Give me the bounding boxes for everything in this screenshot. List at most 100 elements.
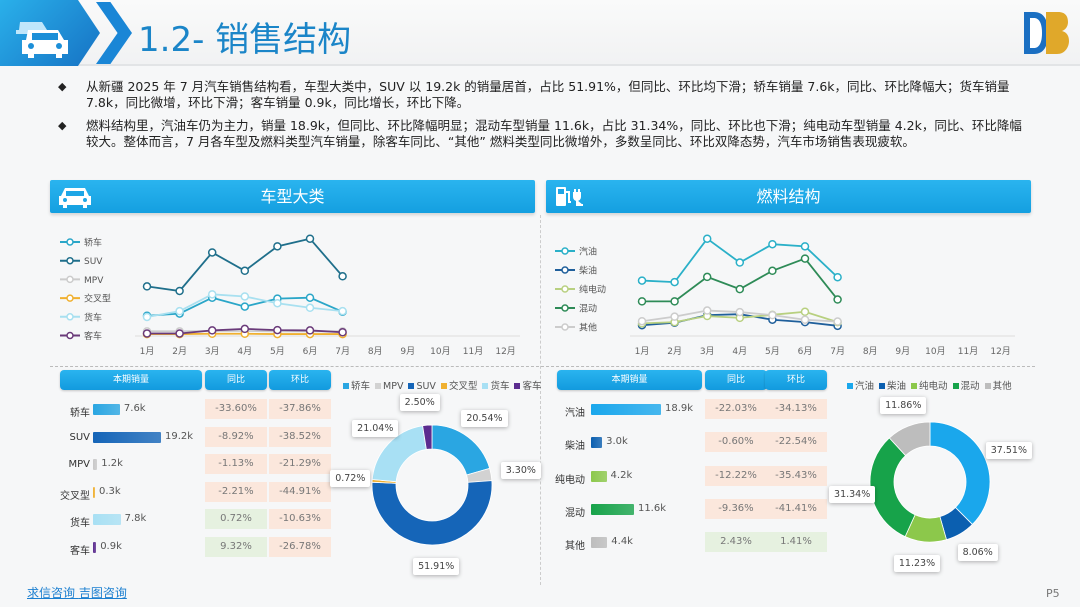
- data-point: [800, 315, 810, 324]
- legend-label: 纯电动: [919, 381, 948, 392]
- data-point: [768, 310, 777, 320]
- value-bar: [93, 459, 98, 470]
- page-number: P5: [1046, 587, 1060, 600]
- donut-data-label: 37.51%: [985, 441, 1032, 459]
- data-point: [273, 325, 282, 335]
- table-row: SUV 19.2k -8.92% -38.52%: [50, 426, 331, 453]
- panel-header-vehicle-type: 车型大类: [50, 180, 535, 213]
- data-point: [800, 242, 810, 251]
- legend-label: MPV: [84, 276, 104, 286]
- table-row: MPV 1.2k -1.13% -21.29%: [50, 454, 331, 480]
- mom-cell: -10.63%: [269, 509, 331, 529]
- data-point: [207, 248, 217, 257]
- legend-swatch: [514, 383, 521, 389]
- table-header: 同比: [705, 370, 767, 390]
- legend-swatch: [482, 383, 489, 389]
- vehicle-type-line-chart: 1月 2月 3月 4月 5月 6月 7月 8月 9月 10月 11月 12月 轿车 SUV MPV 交叉型货车…: [60, 234, 520, 357]
- table-header: 环比: [765, 370, 827, 390]
- yoy-cell: -1.13%: [205, 454, 267, 474]
- legend-label: 纯电动: [579, 284, 606, 296]
- legend-marker: [66, 331, 74, 340]
- mom-cell: -21.29%: [269, 454, 331, 474]
- table-row: 柴油 3.0k -0.60% -22.54%: [545, 432, 827, 458]
- footer-link[interactable]: 吉图咨询: [78, 586, 127, 600]
- legend-label: 其他: [992, 381, 1012, 392]
- header-banner: [0, 0, 100, 66]
- x-tick-label: 1月: [140, 346, 155, 357]
- legend-marker: [561, 304, 569, 312]
- legend-swatch: [847, 383, 853, 389]
- table-header: 本期销量: [60, 370, 202, 390]
- yoy-cell: 9.32%: [205, 536, 267, 557]
- table-header: 环比: [269, 370, 331, 390]
- legend-marker: [561, 285, 569, 293]
- value-bar: [93, 541, 97, 553]
- table-row: 汽油 18.9k -22.03% -34.13%: [545, 399, 827, 425]
- data-point: [768, 239, 777, 249]
- data-point: [207, 290, 217, 299]
- value-label: 4.4k: [611, 536, 633, 548]
- donut-slice: [371, 479, 397, 484]
- mom-cell: -35.43%: [765, 465, 827, 486]
- bullet-vehicle-type: 从新疆 2025 年 7 月汽车销售结构看，车型大类中，SUV 以 19.2k …: [58, 79, 1033, 111]
- mom-cell: -38.52%: [269, 426, 331, 447]
- donut-slice: [371, 480, 493, 546]
- car-icon: [59, 188, 91, 208]
- x-tick-label: 5月: [270, 346, 285, 357]
- x-tick-label: 5月: [765, 346, 780, 357]
- x-tick-label: 4月: [237, 346, 252, 357]
- panel-header-fuel-type: 燃料结构: [546, 180, 1031, 213]
- data-point: [305, 293, 315, 302]
- footer-link[interactable]: 求信咨询: [27, 586, 76, 600]
- data-point: [338, 327, 347, 337]
- legend-marker: [561, 247, 569, 255]
- legend-marker: [66, 294, 74, 302]
- value-bar: [93, 404, 120, 415]
- legend-label: 其他: [579, 322, 597, 334]
- row-label: 其他: [565, 541, 585, 553]
- donut-slice: [466, 467, 493, 483]
- donut-data-label: 20.54%: [461, 410, 508, 428]
- page-title: 1.2- 销售结构: [138, 20, 352, 60]
- row-label: 纯电动: [555, 474, 585, 486]
- data-point: [273, 298, 282, 308]
- donut-data-label: 51.91%: [413, 557, 460, 575]
- donut-data-label: 31.34%: [829, 485, 876, 503]
- table-row: 交叉型 0.3k -2.21% -44.91%: [50, 481, 331, 508]
- data-point: [702, 306, 712, 315]
- data-point: [240, 302, 250, 311]
- row-label: 汽油: [565, 408, 585, 419]
- legend-label: 货车: [490, 381, 510, 392]
- donut-slice: [929, 421, 991, 526]
- x-tick-label: 3月: [205, 346, 220, 357]
- yoy-cell: 0.72%: [205, 509, 267, 529]
- table-row: 货车 7.8k 0.72% -10.63%: [50, 509, 331, 535]
- value-bar: [93, 486, 95, 498]
- mom-cell: -44.91%: [269, 481, 331, 502]
- legend-label: 混动: [579, 304, 597, 315]
- x-tick-label: 8月: [368, 346, 383, 357]
- yoy-cell: -0.60%: [705, 432, 767, 453]
- x-tick-label: 11月: [463, 346, 483, 357]
- legend-marker: [66, 275, 74, 284]
- table-row: 轿车 7.6k -33.60% -37.86%: [50, 399, 331, 425]
- brand-logo: [1024, 12, 1069, 54]
- mom-cell: 1.41%: [765, 532, 827, 553]
- legend-label: SUV: [416, 381, 436, 392]
- legend-marker: [561, 266, 569, 274]
- data-point: [175, 286, 184, 296]
- data-point: [735, 284, 745, 294]
- data-point: [305, 326, 315, 335]
- table-row: 纯电动 4.2k -12.22% -35.43%: [545, 465, 827, 492]
- table-row: 混动 11.6k -9.36% -41.41%: [545, 498, 827, 525]
- value-label: 7.6k: [123, 403, 146, 414]
- x-tick-label: 7月: [830, 346, 845, 357]
- footer-links: 求信咨询 吉图咨询: [27, 584, 127, 601]
- legend-swatch: [343, 383, 349, 389]
- divider: [50, 366, 1035, 367]
- yoy-cell: -22.03%: [705, 399, 767, 419]
- data-point: [833, 317, 842, 326]
- vehicle-type-donut-legend: 轿车 MPV SUV 交叉型 货车 客车: [338, 378, 541, 392]
- x-tick-label: 7月: [335, 346, 350, 357]
- fuel-type-donut-legend: 汽油 柴油 纯电动 混动 其他: [842, 378, 1012, 392]
